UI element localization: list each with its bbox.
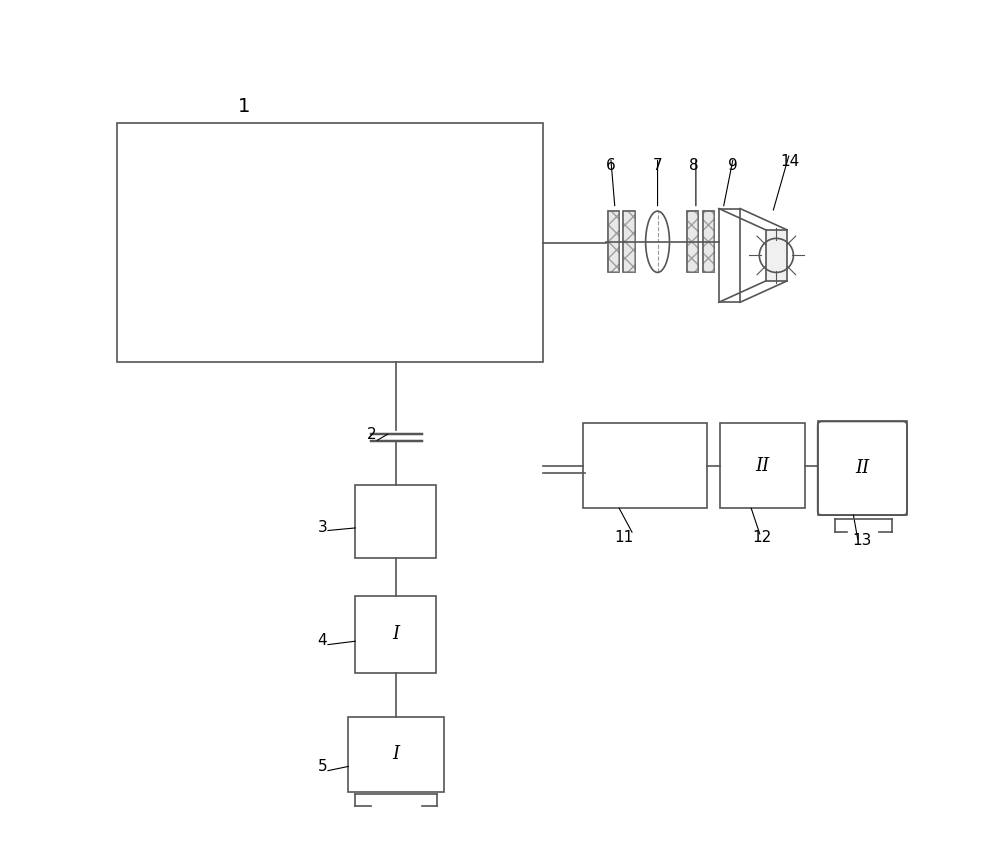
- Bar: [583, 423, 707, 508]
- Bar: [348, 717, 444, 792]
- Text: 11: 11: [614, 531, 633, 545]
- Text: 4: 4: [317, 633, 327, 648]
- Text: 8: 8: [689, 158, 698, 173]
- Polygon shape: [623, 211, 635, 273]
- Polygon shape: [766, 230, 787, 281]
- Polygon shape: [703, 211, 714, 273]
- Polygon shape: [608, 211, 619, 273]
- Text: 14: 14: [780, 154, 799, 169]
- Bar: [623, 211, 635, 273]
- Bar: [818, 421, 907, 515]
- Bar: [117, 123, 543, 362]
- Bar: [355, 596, 436, 673]
- Bar: [608, 211, 619, 273]
- Polygon shape: [687, 211, 698, 273]
- Bar: [703, 211, 714, 273]
- Text: 1: 1: [238, 97, 251, 116]
- Text: 12: 12: [753, 531, 772, 545]
- Text: 13: 13: [852, 533, 872, 548]
- Text: 3: 3: [317, 520, 327, 535]
- Text: II: II: [855, 459, 869, 477]
- Text: 9: 9: [728, 158, 737, 173]
- Text: II: II: [755, 457, 769, 475]
- Text: I: I: [393, 625, 400, 643]
- Text: 5: 5: [317, 759, 327, 774]
- Text: 2: 2: [367, 427, 377, 441]
- Text: 6: 6: [606, 158, 616, 173]
- Bar: [720, 423, 805, 508]
- Bar: [687, 211, 698, 273]
- Bar: [355, 485, 436, 558]
- Text: 7: 7: [653, 158, 662, 173]
- Text: I: I: [393, 746, 400, 764]
